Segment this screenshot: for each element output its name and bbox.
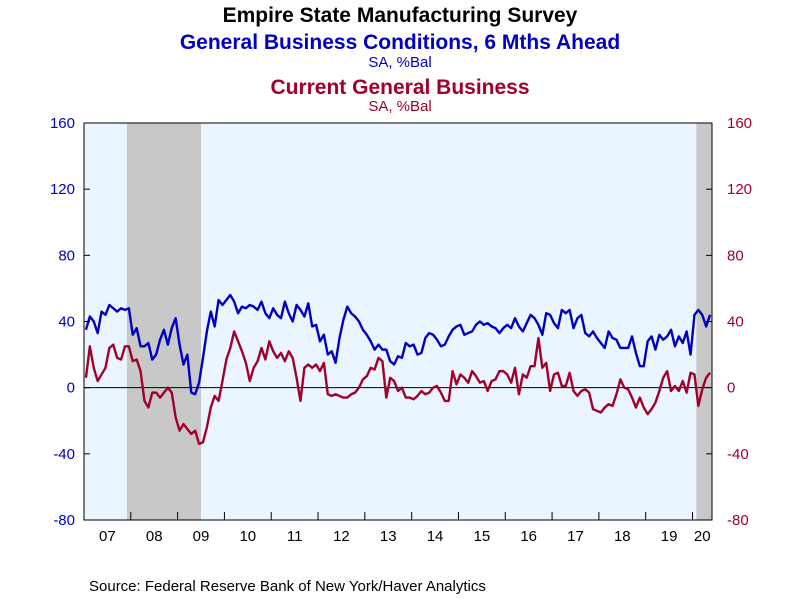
right-tick-label: 0 [727,380,735,397]
x-tick-label: 12 [333,528,350,545]
x-tick-label: 16 [520,528,537,545]
right-axis: 160 120 80 40 0 -40 -80 [706,115,752,529]
x-tick-label: 10 [239,528,256,545]
right-tick-label: 80 [727,247,744,264]
x-axis: 07 08 09 10 11 12 13 14 15 16 17 18 19 20 [99,512,711,545]
chart-title: Empire State Manufacturing Survey [223,4,578,27]
series-1-unit: SA, %Bal [368,54,431,71]
left-tick-label: 160 [50,115,75,132]
series-2-title: Current General Business [270,76,529,99]
x-tick-label: 08 [146,528,163,545]
x-tick-label: 09 [193,528,210,545]
x-tick-label: 14 [427,528,444,545]
left-tick-label: -80 [53,512,75,529]
x-tick-label: 11 [287,528,303,545]
series-1-title: General Business Conditions, 6 Mths Ahea… [180,31,620,54]
left-tick-label: 120 [50,181,75,198]
left-tick-label: 80 [58,247,75,264]
right-tick-label: 40 [727,314,744,331]
x-tick-label: 19 [661,528,678,545]
x-tick-label: 13 [380,528,397,545]
right-tick-label: -80 [727,512,749,529]
x-tick-label: 17 [567,528,584,545]
x-tick-label: 07 [99,528,116,545]
recession-band [126,123,202,520]
x-tick-label: 20 [694,528,711,545]
right-tick-label: 120 [727,181,752,198]
source-note: Source: Federal Reserve Bank of New York… [89,578,486,595]
series-line-6mths-ahead [84,293,712,396]
left-tick-label: -40 [53,446,75,463]
left-tick-label: 40 [58,314,75,331]
left-tick-label: 0 [67,380,75,397]
right-tick-label: -40 [727,446,749,463]
right-tick-label: 160 [727,115,752,132]
series-2-unit: SA, %Bal [368,98,431,115]
left-axis: 160 120 80 40 0 -40 -80 [50,115,90,529]
x-tick-label: 18 [614,528,631,545]
x-tick-label: 15 [474,528,491,545]
series-line-current [84,330,711,446]
